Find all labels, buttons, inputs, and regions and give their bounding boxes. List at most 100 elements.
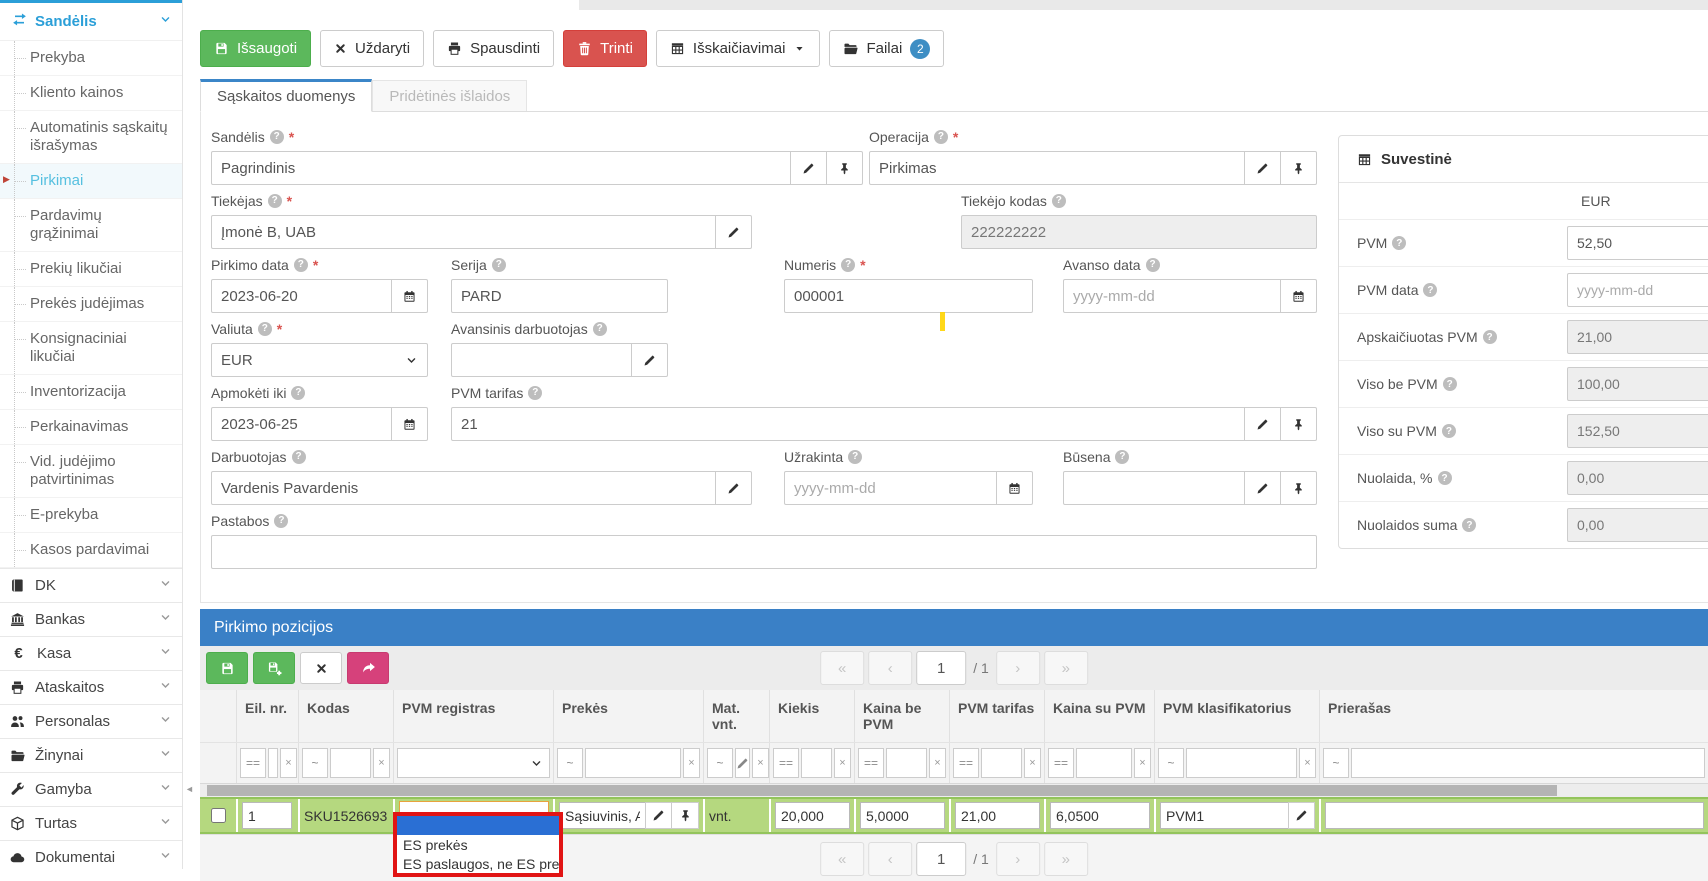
close-button[interactable]: Uždaryti xyxy=(320,30,425,67)
help-icon[interactable]: ? xyxy=(848,449,863,464)
filter-kodas-input[interactable] xyxy=(330,748,371,778)
sidebar-item-ataskaitos[interactable]: Ataskaitos xyxy=(0,670,182,704)
row-pvm-tarifas-input[interactable] xyxy=(955,802,1040,829)
pin-button[interactable] xyxy=(672,802,699,829)
col-pvm-tarifas[interactable]: PVM tarifas xyxy=(949,690,1044,742)
pvm-tarifas-input[interactable] xyxy=(451,407,1245,441)
filter-kiekis-input[interactable] xyxy=(801,748,832,778)
sidebar-item-automatinis-saskaitu-israsymas[interactable]: Automatinis sąskaitų išrašymas xyxy=(0,111,182,164)
row-eil-nr-input[interactable] xyxy=(242,802,292,829)
edit-button[interactable] xyxy=(716,471,752,505)
filter-kaina-be-pvm-input[interactable] xyxy=(886,748,927,778)
filter-clear-button[interactable]: × xyxy=(1134,748,1151,778)
help-icon[interactable]: ? xyxy=(491,257,506,272)
pin-button[interactable] xyxy=(1281,471,1317,505)
help-icon[interactable]: ? xyxy=(1482,330,1497,344)
prev-page-button[interactable]: ‹ xyxy=(868,651,913,685)
help-icon[interactable]: ? xyxy=(1442,377,1457,391)
filter-clear-button[interactable]: × xyxy=(280,748,297,778)
help-icon[interactable]: ? xyxy=(1437,471,1452,485)
help-icon[interactable]: ? xyxy=(291,449,306,464)
help-icon[interactable]: ? xyxy=(1392,236,1407,250)
calendar-button[interactable] xyxy=(1281,279,1317,313)
help-icon[interactable]: ? xyxy=(267,193,282,208)
next-page-button[interactable]: › xyxy=(995,842,1040,876)
numeris-input[interactable] xyxy=(784,279,1033,313)
col-kiekis[interactable]: Kiekis xyxy=(769,690,854,742)
help-icon[interactable]: ? xyxy=(592,321,607,336)
sidebar-item-zinynai[interactable]: Žinynai xyxy=(0,738,182,772)
col-prierasas[interactable]: Prierašas xyxy=(1319,690,1708,742)
filter-prierasas-input[interactable] xyxy=(1351,748,1705,778)
help-icon[interactable]: ? xyxy=(293,257,308,272)
col-mat-vnt[interactable]: Mat. vnt. xyxy=(703,690,769,742)
sidebar-item-kasos-pardavimai[interactable]: Kasos pardavimai xyxy=(0,533,182,568)
help-icon[interactable]: ? xyxy=(1441,424,1456,438)
filter-clear-button[interactable]: × xyxy=(1299,748,1316,778)
col-eil-nr[interactable]: Eil. nr. xyxy=(236,690,298,742)
tab-saskaitos-duomenys[interactable]: Sąskaitos duomenys xyxy=(200,79,373,112)
filter-op-button[interactable]: == xyxy=(240,748,266,778)
avanso-data-input[interactable] xyxy=(1063,279,1281,313)
prev-page-button[interactable]: ‹ xyxy=(868,842,913,876)
scrollbar-thumb[interactable] xyxy=(207,785,1557,796)
calendar-button[interactable] xyxy=(392,407,428,441)
col-kaina-su-pvm[interactable]: Kaina su PVM xyxy=(1044,690,1154,742)
filter-pvm-tarifas-input[interactable] xyxy=(981,748,1022,778)
help-icon[interactable]: ? xyxy=(1145,257,1160,272)
sidebar-item-dokumentai[interactable]: Dokumentai xyxy=(0,840,182,874)
current-page[interactable]: 1 xyxy=(916,842,967,876)
row-redo-button[interactable] xyxy=(347,652,389,684)
help-icon[interactable]: ? xyxy=(1115,449,1130,464)
serija-input[interactable] xyxy=(451,279,668,313)
help-icon[interactable]: ? xyxy=(1051,193,1066,208)
sidebar-item-prekes-judejimas[interactable]: Prekės judėjimas xyxy=(0,287,182,322)
last-page-button[interactable]: » xyxy=(1043,842,1088,876)
filter-clear-button[interactable]: × xyxy=(929,748,946,778)
delete-button[interactable]: Trinti xyxy=(563,30,647,67)
avansinis-darbuotojas-input[interactable] xyxy=(451,343,632,377)
filter-op-button[interactable]: == xyxy=(773,748,799,778)
row-save-add-button[interactable] xyxy=(253,652,295,684)
help-icon[interactable]: ? xyxy=(528,385,543,400)
dropdown-option[interactable]: ES prekės xyxy=(403,836,468,853)
sidebar-item-inventorizacija[interactable]: Inventorizacija xyxy=(0,375,182,410)
row-prierasas-input[interactable] xyxy=(1325,802,1704,829)
apmoketi-iki-input[interactable] xyxy=(211,407,392,441)
edit-button[interactable] xyxy=(791,151,827,185)
help-icon[interactable]: ? xyxy=(1462,518,1477,532)
help-icon[interactable]: ? xyxy=(933,129,948,144)
col-kaina-be-pvm[interactable]: Kaina be PVM xyxy=(854,690,949,742)
filter-kaina-su-pvm-input[interactable] xyxy=(1076,748,1132,778)
filter-op-button[interactable]: == xyxy=(1048,748,1074,778)
pin-button[interactable] xyxy=(1281,151,1317,185)
sidebar-item-pardavimu-grazinimai[interactable]: Pardavimų grąžinimai xyxy=(0,199,182,252)
filter-pvm-registras-select[interactable] xyxy=(397,748,550,778)
sandelis-input[interactable] xyxy=(211,151,791,185)
filter-pvm-klasifikatorius-input[interactable] xyxy=(1186,748,1297,778)
current-page[interactable]: 1 xyxy=(916,651,967,685)
pin-button[interactable] xyxy=(1281,407,1317,441)
help-icon[interactable]: ? xyxy=(274,513,289,528)
tab-pridetines-islaidos[interactable]: Pridėtinės išlaidos xyxy=(372,80,528,111)
filter-clear-button[interactable]: × xyxy=(683,748,700,778)
sidebar-item-vid-judejimo-patvirtinimas[interactable]: Vid. judėjimo patvirtinimas xyxy=(0,445,182,498)
pvm-registras-dropdown[interactable]: ES prekės ES paslaugos, ne ES prekės xyxy=(393,812,563,877)
help-icon[interactable]: ? xyxy=(257,321,272,336)
filter-op-button[interactable]: ~ xyxy=(1158,748,1184,778)
filter-edit-button[interactable] xyxy=(735,748,750,778)
help-icon[interactable]: ? xyxy=(841,257,856,272)
col-kodas[interactable]: Kodas xyxy=(298,690,393,742)
sidebar-item-gamyba[interactable]: Gamyba xyxy=(0,772,182,806)
filter-op-button[interactable]: ~ xyxy=(557,748,583,778)
col-pvm-registras[interactable]: PVM registras xyxy=(393,690,553,742)
pirkimo-data-input[interactable] xyxy=(211,279,392,313)
filter-op-button[interactable]: ~ xyxy=(1323,748,1349,778)
operacija-input[interactable] xyxy=(869,151,1245,185)
sidebar-item-pirkimai[interactable]: ▶ Pirkimai xyxy=(0,164,182,199)
calendar-button[interactable] xyxy=(997,471,1033,505)
sidebar-item-konsignaciniai-likuciai[interactable]: Konsignaciniai likučiai xyxy=(0,322,182,375)
sidebar-item-prekyba[interactable]: Prekyba xyxy=(0,41,182,76)
calculations-dropdown-button[interactable]: Išskaičiavimai xyxy=(655,30,821,67)
edit-button[interactable] xyxy=(1245,407,1281,441)
